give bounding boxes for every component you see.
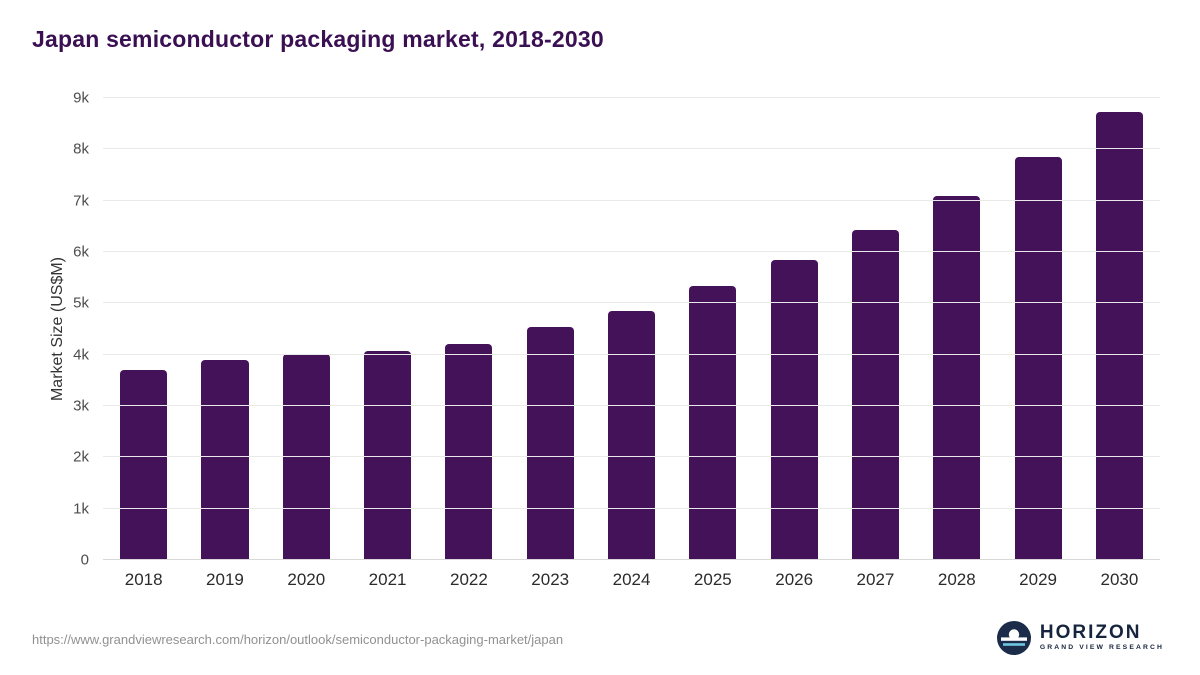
bars-container — [103, 98, 1160, 560]
bar-2023 — [526, 327, 574, 560]
bar-slot — [672, 98, 753, 560]
bar-slot — [184, 98, 265, 560]
y-tick-label: 1k — [73, 500, 89, 518]
y-tick-label: 2k — [73, 448, 89, 466]
bar-slot — [997, 98, 1078, 560]
x-tick-label: 2030 — [1100, 570, 1139, 589]
bar-2018 — [120, 370, 168, 560]
bar-2021 — [364, 350, 412, 560]
gridline — [103, 353, 1160, 355]
bar-2026 — [770, 259, 818, 560]
gridline — [103, 456, 1160, 458]
gridline — [103, 559, 1160, 560]
bar-slot — [510, 98, 591, 560]
gridline — [103, 302, 1160, 304]
x-tick-label: 2029 — [1019, 570, 1057, 589]
x-tick-label: 2026 — [775, 570, 814, 589]
bar-slot — [428, 98, 509, 560]
bar-slot — [347, 98, 428, 560]
gridline — [103, 251, 1160, 253]
x-tick-label: 2023 — [531, 570, 570, 589]
gridline — [103, 97, 1160, 98]
y-tick-label: 8k — [73, 140, 89, 158]
gridline — [103, 507, 1160, 509]
bar-2022 — [445, 343, 493, 560]
source-url: https://www.grandviewresearch.com/horizo… — [32, 632, 564, 647]
x-tick-label: 2021 — [368, 570, 407, 589]
bar-slot — [591, 98, 672, 560]
logo-title: HORIZON — [1039, 622, 1142, 644]
x-tick-label: 2018 — [124, 570, 163, 589]
x-tick-label: 2022 — [449, 570, 488, 589]
bar-slot — [1079, 98, 1160, 560]
gridline — [103, 199, 1160, 201]
horizon-logo: HORIZON GRAND VIEW RESEARCH — [996, 621, 1164, 655]
bar-slot — [754, 98, 835, 560]
bar-2024 — [607, 310, 656, 560]
bar-2030 — [1095, 111, 1143, 560]
bar-slot — [835, 98, 916, 560]
y-tick-label: 0 — [80, 551, 89, 569]
y-tick-label: 4k — [73, 346, 89, 364]
x-tick-label: 2028 — [937, 570, 976, 589]
bar-2019 — [201, 359, 249, 560]
x-tick-label: 2025 — [693, 570, 732, 589]
x-axis: 2018 2019 2020 2021 2022 2023 2024 2025 2026 2027… — [103, 570, 1160, 590]
logo-subtitle: GRAND VIEW RESEARCH — [1039, 644, 1164, 652]
gridline — [103, 405, 1160, 407]
x-tick-label: 2024 — [612, 570, 651, 589]
horizon-logo-text: HORIZON GRAND VIEW RESEARCH — [1040, 623, 1164, 652]
y-tick-label: 5k — [73, 294, 89, 312]
bar-slot — [103, 98, 184, 560]
y-axis-title: Market Size (US$M) — [49, 256, 66, 402]
x-tick-label: 2027 — [856, 570, 895, 589]
bar-2025 — [689, 285, 737, 560]
bar-slot — [266, 98, 347, 560]
horizon-logo-icon — [996, 621, 1031, 655]
y-axis-title-wrap: Market Size (US$M) — [40, 98, 76, 560]
x-tick-label: 2020 — [287, 570, 326, 589]
plot-area: 0 1k 2k 3k 4k 5k 6k 7k 8k 9k — [73, 91, 1160, 568]
y-tick-label: 9k — [73, 89, 89, 107]
x-tick-label: 2019 — [206, 570, 244, 589]
gridline — [103, 148, 1160, 150]
bar-2029 — [1014, 156, 1062, 560]
bar-slot — [916, 98, 997, 560]
bar-2027 — [851, 229, 900, 560]
y-tick-label: 7k — [73, 192, 89, 210]
chart-title: Japan semiconductor packaging market, 20… — [32, 26, 604, 52]
bar-2028 — [933, 196, 981, 560]
y-tick-label: 3k — [73, 397, 89, 415]
y-tick-label: 6k — [73, 243, 89, 261]
